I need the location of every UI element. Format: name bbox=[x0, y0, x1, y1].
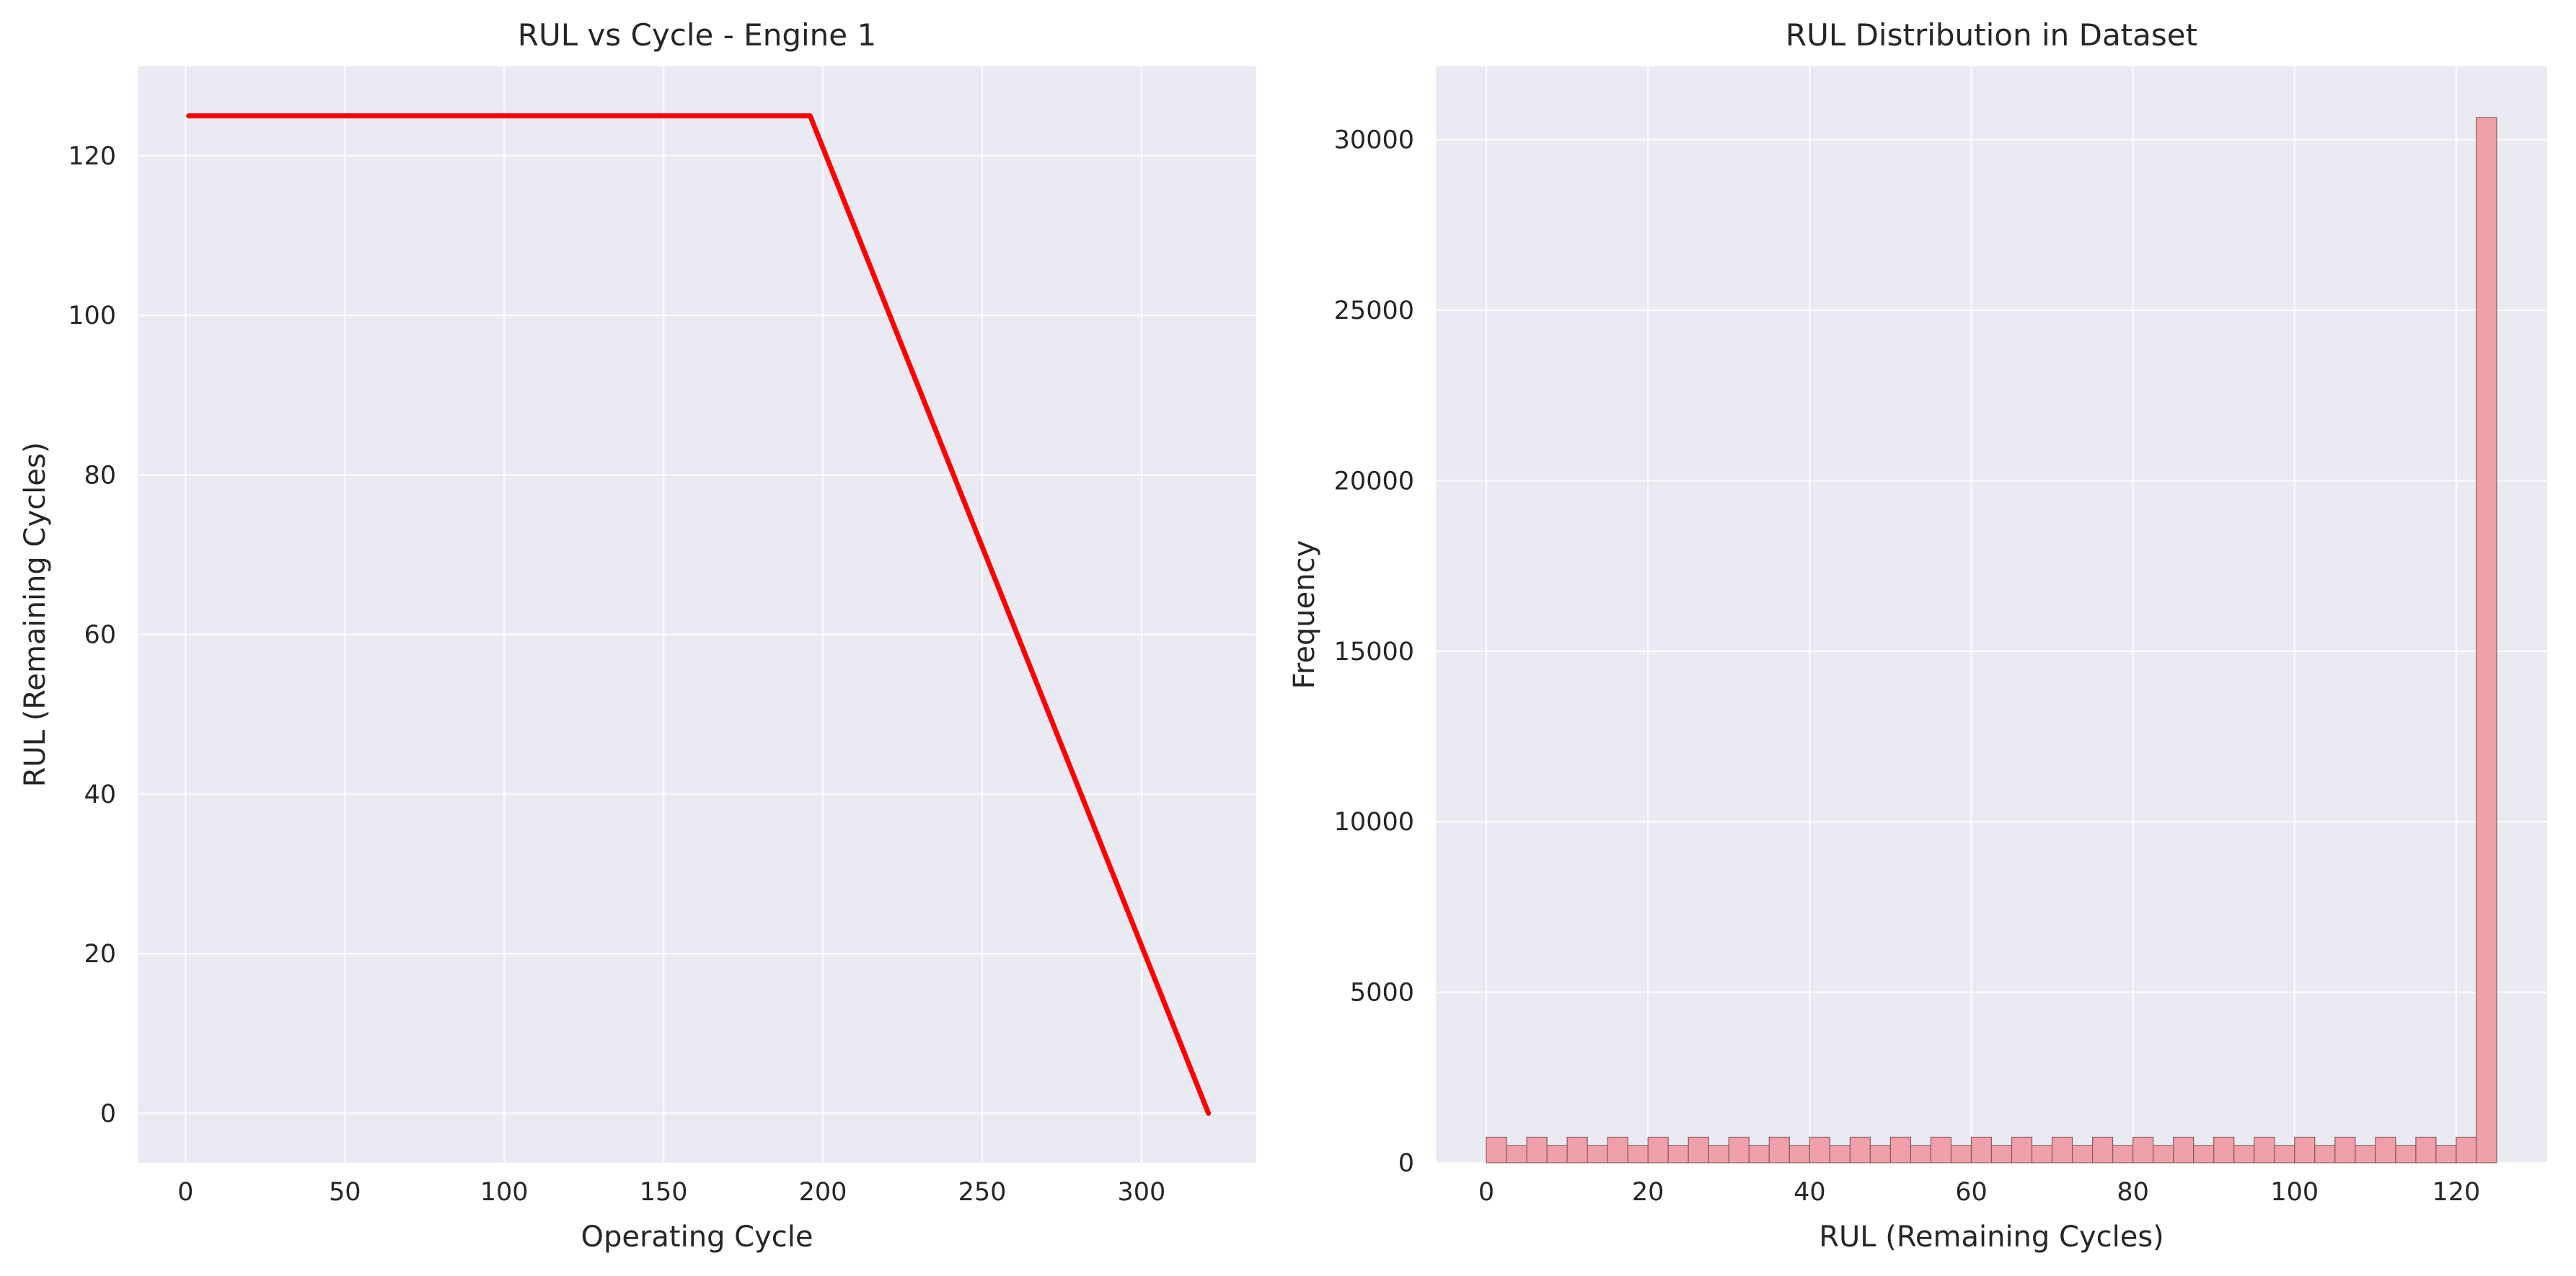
x-tick-label: 40 bbox=[1794, 1178, 1826, 1207]
series-lines bbox=[186, 113, 1212, 1116]
y-tick-label: 0 bbox=[1398, 1149, 1414, 1178]
histogram-bar bbox=[2274, 1145, 2295, 1163]
histogram-bar bbox=[1667, 1145, 1689, 1163]
histogram-bar bbox=[2254, 1136, 2275, 1163]
y-tick-label: 80 bbox=[84, 461, 116, 490]
histogram-bar bbox=[1566, 1136, 1588, 1163]
histogram-bar bbox=[1889, 1136, 1912, 1163]
y-tick-label: 40 bbox=[84, 780, 116, 809]
histogram-bar bbox=[1526, 1136, 1548, 1163]
histogram-bar bbox=[2415, 1136, 2437, 1163]
x-tick-label: 50 bbox=[329, 1178, 361, 1207]
x-tick-label: 100 bbox=[480, 1178, 529, 1207]
histogram-bar bbox=[1849, 1136, 1871, 1163]
histogram-bar bbox=[2314, 1145, 2336, 1163]
x-axis-label: RUL (Remaining Cycles) bbox=[1819, 1220, 2164, 1254]
histogram-bar bbox=[2011, 1136, 2033, 1163]
histogram-bar bbox=[1809, 1136, 1830, 1163]
histogram-bar bbox=[2132, 1136, 2154, 1163]
histogram-bar bbox=[1688, 1136, 1709, 1163]
y-axis-label: RUL (Remaining Cycles) bbox=[19, 442, 52, 788]
plot-area bbox=[1436, 66, 2547, 1163]
histogram-bar bbox=[1970, 1136, 1993, 1163]
histogram-bar bbox=[1607, 1136, 1628, 1163]
histogram-bar bbox=[2173, 1136, 2195, 1163]
histogram-bar bbox=[1708, 1145, 1729, 1163]
histogram-bar bbox=[1990, 1145, 2013, 1163]
plot-area bbox=[138, 66, 1256, 1163]
x-tick-label: 300 bbox=[1118, 1178, 1166, 1207]
histogram-bar bbox=[1748, 1145, 1770, 1163]
y-tick-label: 15000 bbox=[1334, 638, 1414, 666]
x-tick-label: 60 bbox=[1955, 1178, 1988, 1207]
tick-labels: 0 50 100 150 200 250 300 0 20 40 60 80 100 120 bbox=[68, 142, 1165, 1207]
y-tick-label: 60 bbox=[84, 621, 116, 650]
y-tick-label: 20000 bbox=[1334, 467, 1414, 496]
histogram-bar bbox=[2091, 1136, 2114, 1163]
histogram-bar bbox=[1546, 1145, 1568, 1163]
histogram-bar bbox=[2112, 1145, 2134, 1163]
x-tick-label: 120 bbox=[2432, 1178, 2481, 1207]
y-tick-label: 0 bbox=[100, 1099, 116, 1128]
histogram-bar bbox=[1486, 1136, 1507, 1163]
histogram-bar bbox=[2051, 1136, 2073, 1163]
histogram-bar bbox=[2476, 117, 2497, 1163]
histogram-bars bbox=[1486, 117, 2497, 1163]
histogram-bar bbox=[2213, 1136, 2235, 1163]
gridlines bbox=[1436, 66, 2547, 1164]
series-line bbox=[186, 113, 1212, 1116]
histogram-bar bbox=[2334, 1136, 2356, 1163]
rul-vs-cycle-chart: 0 50 100 150 200 250 300 0 20 40 60 80 100 120 RUL vs… bbox=[19, 17, 1256, 1254]
tick-labels: 0 20 40 60 80 100 120 0 5000 10000 15000 20000 25000… bbox=[1334, 126, 2481, 1207]
x-tick-label: 250 bbox=[958, 1178, 1007, 1207]
histogram-bar bbox=[1788, 1145, 1810, 1163]
histogram-bar bbox=[1627, 1145, 1649, 1163]
y-tick-label: 25000 bbox=[1334, 296, 1414, 325]
histogram-bar bbox=[2193, 1145, 2215, 1163]
histogram-bar bbox=[2031, 1145, 2053, 1163]
histogram-bar bbox=[2355, 1145, 2376, 1163]
y-tick-label: 30000 bbox=[1334, 126, 1414, 155]
histogram-bar bbox=[1869, 1145, 1892, 1163]
y-axis-label: Frequency bbox=[1288, 540, 1321, 690]
x-tick-label: 100 bbox=[2270, 1178, 2319, 1207]
histogram-bar bbox=[1587, 1145, 1608, 1163]
x-tick-label: 200 bbox=[799, 1178, 847, 1207]
x-tick-label: 150 bbox=[640, 1178, 688, 1207]
x-tick-label: 0 bbox=[177, 1178, 193, 1207]
histogram-bar bbox=[2233, 1145, 2255, 1163]
chart-title: RUL vs Cycle - Engine 1 bbox=[518, 17, 876, 53]
x-tick-label: 20 bbox=[1632, 1178, 1664, 1207]
x-tick-label: 0 bbox=[1478, 1178, 1494, 1207]
y-tick-label: 100 bbox=[68, 302, 116, 330]
histogram-bar bbox=[2375, 1136, 2396, 1163]
y-tick-label: 120 bbox=[68, 142, 116, 171]
histogram-bar bbox=[1728, 1136, 1750, 1163]
histogram-bar bbox=[1768, 1136, 1790, 1163]
histogram-bar bbox=[1930, 1136, 1952, 1163]
x-axis-label: Operating Cycle bbox=[581, 1220, 813, 1254]
histogram-bar bbox=[1506, 1145, 1527, 1163]
histogram-bar bbox=[2435, 1145, 2457, 1163]
histogram-bar bbox=[1829, 1145, 1851, 1163]
gridlines bbox=[138, 66, 1256, 1163]
chart-title: RUL Distribution in Dataset bbox=[1786, 17, 2197, 53]
histogram-bar bbox=[2456, 1136, 2477, 1163]
histogram-bar bbox=[2153, 1145, 2174, 1163]
histogram-bar bbox=[1910, 1145, 1932, 1163]
histogram-bar bbox=[1950, 1145, 1972, 1163]
x-tick-label: 80 bbox=[2117, 1178, 2149, 1207]
rul-distribution-chart: 0 20 40 60 80 100 120 0 5000 10000 15000 20000 25000… bbox=[1288, 17, 2547, 1254]
y-tick-label: 10000 bbox=[1334, 808, 1414, 837]
histogram-bar bbox=[2395, 1145, 2417, 1163]
y-tick-label: 5000 bbox=[1350, 979, 1414, 1008]
histogram-bar bbox=[1647, 1136, 1669, 1163]
histogram-bar bbox=[2294, 1136, 2316, 1163]
y-tick-label: 20 bbox=[84, 940, 116, 969]
histogram-bar bbox=[2071, 1145, 2094, 1163]
